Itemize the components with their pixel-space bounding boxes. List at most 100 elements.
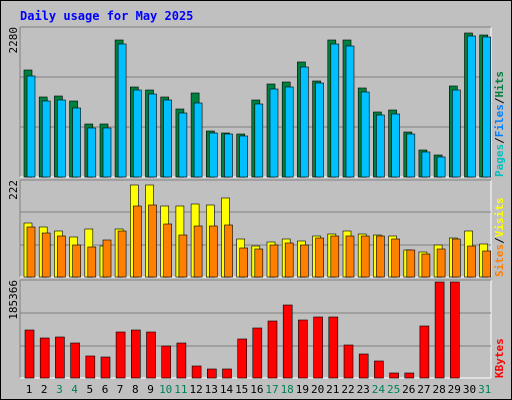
visits-bar-sites-day-28 [436, 248, 446, 278]
max-labels: 2280 222 185366 [7, 27, 20, 320]
hits-bar-files-day-1 [26, 75, 36, 178]
day-label-12: 12 [189, 383, 202, 396]
day-label-7: 7 [117, 383, 124, 396]
visits-bar-sites-day-1 [26, 226, 36, 278]
visits-bar-sites-day-13 [209, 225, 218, 278]
visits-bar-sites-day-14 [224, 224, 233, 278]
visits-bar-sites-day-30 [467, 245, 476, 278]
day-label-4: 4 [71, 383, 78, 396]
hits-bar-files-day-20 [315, 82, 324, 178]
visits-bar-sites-day-10 [163, 223, 172, 278]
kbytes-bar-kbytes-day-22 [343, 344, 354, 379]
day-label-6: 6 [102, 383, 109, 396]
visits-bar-sites-day-31 [482, 250, 492, 278]
kbytes-bar-kbytes-day-4 [70, 342, 80, 379]
kbytes-bar-kbytes-day-10 [161, 345, 171, 379]
kbytes-bar-kbytes-day-29 [449, 281, 460, 379]
hits-bar-files-day-22 [345, 45, 355, 178]
day-label-8: 8 [132, 383, 139, 396]
hits-bar-files-day-2 [41, 100, 51, 178]
hits-bar-files-day-16 [254, 103, 264, 178]
visits-bar-sites-day-24 [376, 235, 385, 278]
kbytes-bar-kbytes-day-12 [191, 365, 202, 379]
kbytes-bar-kbytes-day-13 [207, 368, 217, 379]
legend-entry-files: Files [493, 104, 506, 137]
visits-bar-sites-day-18 [284, 242, 294, 278]
kbytes-bar-kbytes-day-11 [176, 342, 187, 379]
hits-bar-files-day-5 [87, 127, 97, 178]
day-label-23: 23 [357, 383, 370, 396]
legend-entry-kbytes: KBytes [493, 338, 506, 378]
hits-bar-files-day-14 [224, 133, 233, 178]
hits-bar-files-day-18 [284, 86, 294, 178]
kbytes-bar-kbytes-day-21 [328, 316, 339, 379]
day-label-9: 9 [147, 383, 154, 396]
day-label-15: 15 [235, 383, 248, 396]
hits-bar-files-day-28 [436, 156, 446, 178]
legend-kbytes: KBytes [493, 338, 506, 378]
legend-entry-hits: Hits [493, 71, 506, 98]
visits-bar-sites-day-16 [254, 248, 264, 278]
kbytes-bar-kbytes-day-28 [434, 281, 445, 379]
visits-bar-sites-day-17 [269, 244, 279, 278]
kbytes-bar-kbytes-day-19 [298, 319, 308, 379]
kbytes-bar-kbytes-day-1 [24, 329, 35, 379]
hits-bar-files-day-17 [269, 88, 279, 178]
day-label-24: 24 [372, 383, 386, 396]
kbytes-bar-kbytes-day-2 [39, 337, 50, 379]
day-label-29: 29 [448, 383, 461, 396]
visits-bar-sites-day-26 [406, 249, 416, 278]
day-label-19: 19 [296, 383, 309, 396]
visits-bar-sites-day-5 [87, 246, 97, 278]
kbytes-bar-kbytes-day-15 [237, 338, 247, 379]
hits-bar-files-day-30 [467, 35, 476, 178]
kbytes-bar-kbytes-day-26 [404, 372, 415, 379]
visits-bar-sites-day-21 [330, 235, 340, 278]
hits-bar-files-day-23 [360, 91, 370, 178]
kbytes-bar-kbytes-day-5 [85, 355, 96, 379]
visits-bar-sites-day-11 [178, 234, 188, 278]
visits-bar-sites-day-12 [193, 225, 203, 278]
hits-bar-files-day-21 [330, 43, 340, 178]
hits-bar-files-day-19 [300, 66, 309, 178]
day-label-25: 25 [387, 383, 400, 396]
hits-bar-files-day-8 [133, 89, 142, 178]
legend-entry-sites: Sites [493, 244, 506, 277]
day-label-11: 11 [174, 383, 187, 396]
max-label-hits: 2280 [7, 27, 20, 54]
day-label-10: 10 [159, 383, 172, 396]
day-label-31: 31 [478, 383, 491, 396]
hits-bar-files-day-15 [239, 135, 248, 178]
day-label-16: 16 [250, 383, 263, 396]
day-label-20: 20 [311, 383, 324, 396]
hits-bar-files-day-4 [72, 107, 81, 178]
panel-frames [19, 26, 492, 379]
max-label-kbytes: 185366 [7, 280, 20, 320]
kbytes-bar-kbytes-day-17 [267, 320, 278, 379]
visits-bar-sites-day-20 [315, 237, 324, 278]
hits-bar-files-day-3 [57, 99, 66, 178]
kbytes-bar-kbytes-day-6 [100, 356, 111, 379]
visits-bar-sites-day-22 [345, 235, 355, 278]
day-label-17: 17 [265, 383, 278, 396]
hits-bar-files-day-31 [482, 36, 492, 178]
kbytes-bar-kbytes-day-23 [358, 353, 369, 379]
hits-bar-files-day-29 [451, 89, 461, 178]
day-label-1: 1 [26, 383, 33, 396]
day-label-2: 2 [41, 383, 48, 396]
chart-title: Daily usage for May 2025 [20, 9, 193, 23]
day-label-22: 22 [341, 383, 354, 396]
visits-bar-sites-day-15 [239, 247, 248, 278]
hits-bar-files-day-10 [163, 99, 172, 178]
visits-bar-sites-day-9 [148, 204, 157, 278]
visits-bar-sites-day-4 [72, 244, 81, 278]
visits-bar-sites-day-2 [41, 232, 51, 278]
kbytes-bar-kbytes-day-25 [389, 372, 399, 379]
kbytes-bar-kbytes-day-20 [313, 316, 323, 379]
day-label-14: 14 [220, 383, 234, 396]
hits-bar-files-day-11 [178, 112, 188, 178]
hits-bar-files-day-12 [193, 102, 203, 178]
kbytes-bar-kbytes-day-7 [115, 331, 126, 379]
max-label-visits: 222 [7, 180, 20, 200]
